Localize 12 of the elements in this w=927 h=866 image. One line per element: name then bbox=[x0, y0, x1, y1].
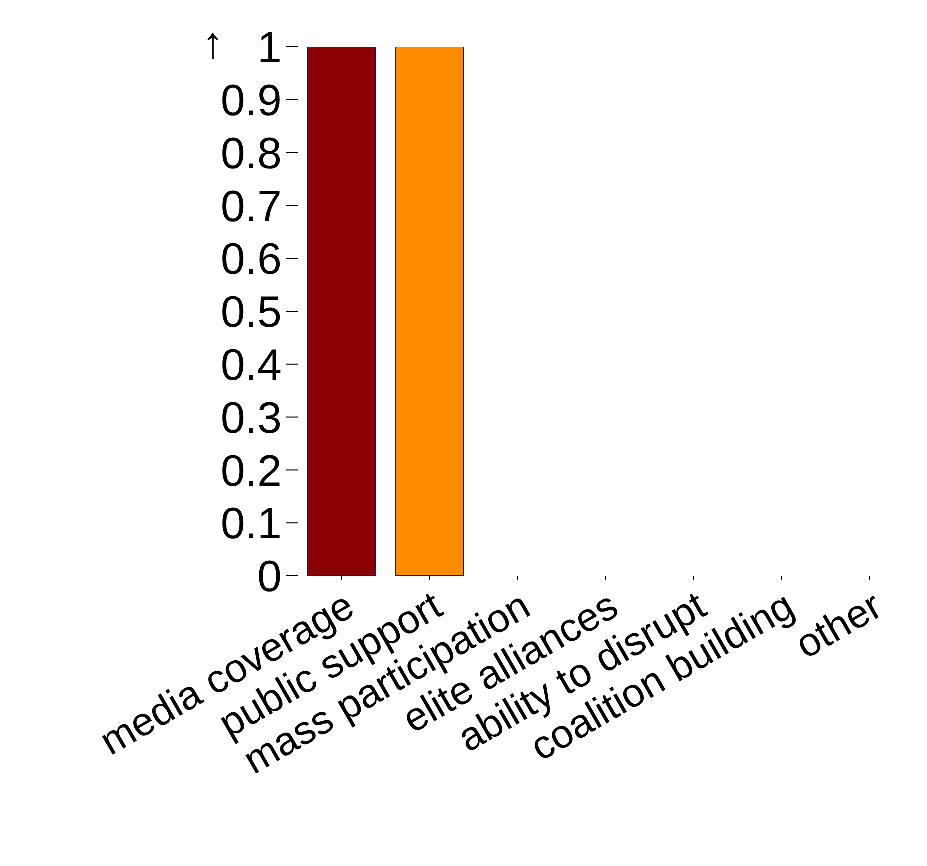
y-tick-label: 0.1 bbox=[220, 500, 282, 549]
y-tick-label: 0.9 bbox=[220, 76, 282, 126]
y-tick-label: 0 bbox=[258, 552, 282, 602]
y-tick-label: 0.2 bbox=[220, 446, 282, 496]
y-tick-label: 0.4 bbox=[220, 341, 282, 390]
y-tick-label: 1 bbox=[258, 24, 282, 73]
y-tick-label: 0.5 bbox=[220, 288, 282, 338]
y-tick-label: 0.7 bbox=[220, 182, 282, 232]
y-tick-label: 0.3 bbox=[220, 394, 282, 443]
y-axis-title: ↑ bbox=[202, 19, 224, 68]
y-tick-label: 0.8 bbox=[220, 129, 282, 178]
y-tick-label: 0.6 bbox=[220, 235, 282, 284]
